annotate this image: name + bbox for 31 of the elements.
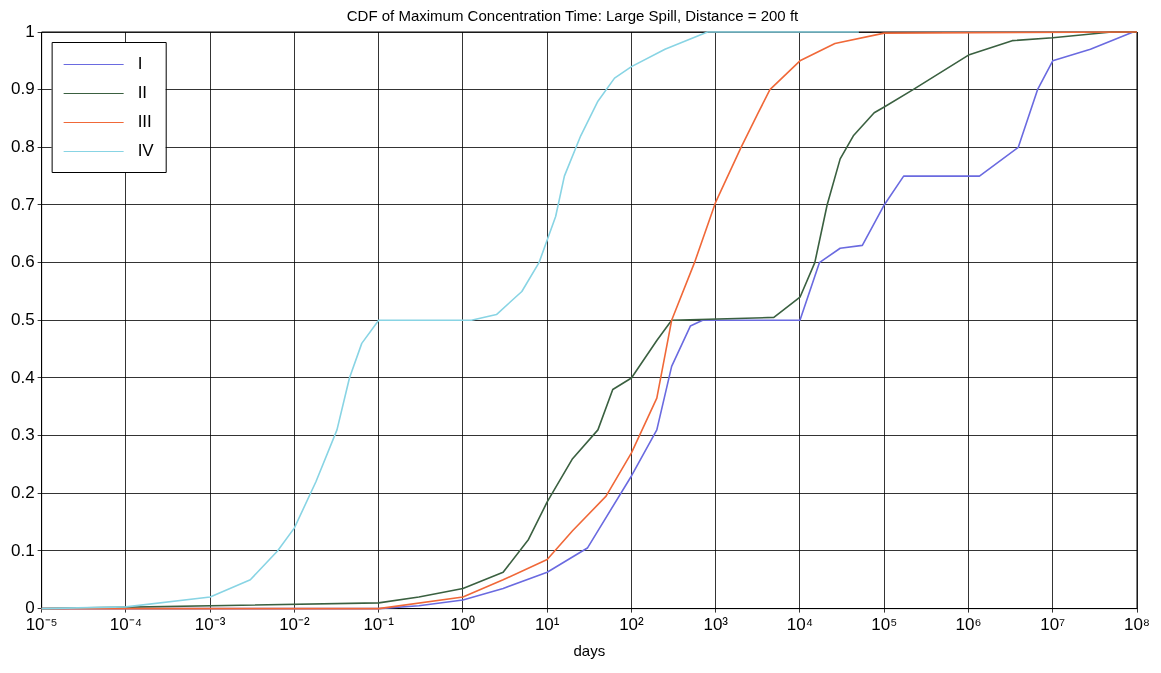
y-tick-label: 0.9 bbox=[10, 79, 35, 99]
y-tick-label: 0.6 bbox=[10, 252, 35, 272]
y-tick-label: 0.1 bbox=[10, 540, 35, 560]
x-axis-title: days bbox=[573, 642, 606, 660]
y-tick-label: 0 bbox=[25, 598, 35, 618]
x-tick-label: 10⁶ bbox=[955, 615, 982, 635]
legend-label: III bbox=[137, 112, 152, 132]
x-tick-label: 10⁻⁴ bbox=[109, 615, 142, 635]
x-tick-label: 10³ bbox=[703, 615, 729, 635]
y-tick-label: 0.5 bbox=[10, 309, 35, 329]
x-tick-label: 10¹ bbox=[534, 615, 560, 635]
x-tick-label: 10⁰ bbox=[450, 615, 476, 635]
legend-label: II bbox=[137, 83, 148, 103]
legend-label: IV bbox=[137, 141, 155, 161]
x-tick-label: 10⁻³ bbox=[194, 615, 226, 635]
y-tick-label: 0.7 bbox=[10, 194, 35, 214]
legend-label: I bbox=[137, 54, 143, 74]
x-tick-label: 10⁻¹ bbox=[363, 615, 395, 635]
y-tick-label: 0.4 bbox=[10, 367, 35, 387]
x-tick-label: 10⁵ bbox=[871, 615, 898, 635]
y-tick-label: 1 bbox=[25, 21, 35, 41]
y-tick-label: 0.3 bbox=[10, 425, 35, 445]
chart-title: CDF of Maximum Concentration Time: Large Spill, Distance = 200 ft bbox=[346, 7, 800, 25]
y-tick-label: 0.2 bbox=[10, 482, 35, 502]
x-tick-label: 10⁷ bbox=[1040, 615, 1066, 635]
x-tick-label: 10⁸ bbox=[1123, 615, 1151, 635]
y-tick-label: 0.8 bbox=[10, 137, 35, 157]
x-tick-label: 10⁻² bbox=[279, 615, 311, 635]
x-tick-label: 10⁴ bbox=[786, 615, 814, 635]
x-tick-label: 10⁻⁵ bbox=[25, 615, 58, 635]
x-tick-label: 10² bbox=[619, 615, 645, 635]
